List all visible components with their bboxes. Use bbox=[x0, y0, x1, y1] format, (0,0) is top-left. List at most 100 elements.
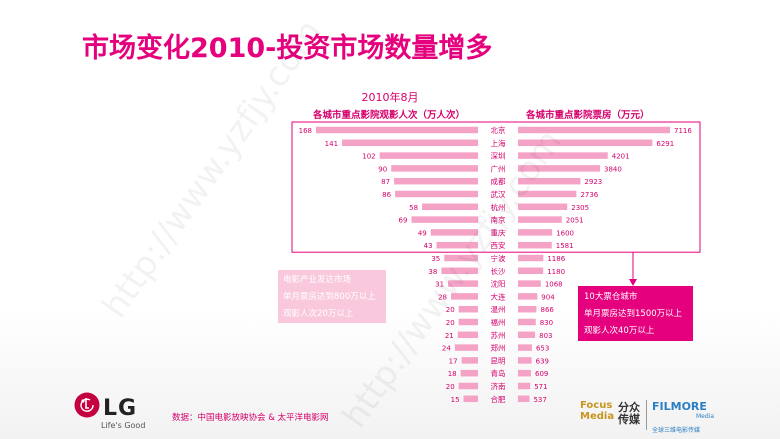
note-line: 观影人次40万以上 bbox=[584, 326, 655, 336]
category-label: 福州 bbox=[491, 318, 506, 327]
right-panel-title: 各城市重点影院票房（万元） bbox=[526, 110, 650, 121]
value-label-box-office: 3840 bbox=[604, 165, 622, 173]
value-label-viewers: 43 bbox=[424, 242, 433, 250]
bar-viewers bbox=[422, 203, 478, 211]
value-label-box-office: 1068 bbox=[545, 281, 563, 289]
bar-viewers bbox=[463, 395, 478, 403]
bar-box-office bbox=[518, 177, 581, 185]
value-label-box-office: 1600 bbox=[556, 229, 574, 237]
note-line: 电影产业发达市场 bbox=[283, 275, 352, 285]
category-label: 广州 bbox=[491, 163, 506, 173]
value-label-viewers: 28 bbox=[438, 293, 447, 301]
bar-box-office bbox=[518, 267, 544, 275]
bar-viewers bbox=[458, 305, 478, 313]
bar-box-office bbox=[518, 126, 670, 134]
value-label-box-office: 4201 bbox=[612, 153, 630, 161]
value-label-viewers: 20 bbox=[446, 306, 455, 314]
category-label: 深圳 bbox=[491, 151, 506, 161]
category-label: 郑州 bbox=[491, 343, 506, 353]
bar-viewers bbox=[458, 382, 478, 390]
note-box-developed-market: 电影产业发达市场 单月票房达到800万以上 观影人次20万以上 bbox=[278, 270, 386, 323]
filmore-chinese: 全球三维电影传媒 bbox=[652, 427, 701, 434]
filmore-wordmark: FILMORE bbox=[652, 400, 707, 413]
bar-box-office bbox=[518, 357, 532, 364]
value-label-box-office: 1180 bbox=[547, 268, 565, 276]
bar-viewers bbox=[441, 267, 478, 275]
bar-box-office bbox=[518, 203, 568, 211]
value-label-viewers: 21 bbox=[445, 332, 454, 340]
category-label: 大连 bbox=[491, 291, 506, 301]
bar-viewers bbox=[448, 280, 478, 287]
value-label-viewers: 17 bbox=[449, 357, 458, 365]
bar-box-office bbox=[518, 369, 532, 377]
bar-box-office bbox=[518, 331, 536, 339]
category-label: 温州 bbox=[491, 305, 506, 314]
value-label-viewers: 58 bbox=[409, 204, 418, 212]
category-label: 杭州 bbox=[491, 202, 506, 212]
bar-viewers bbox=[461, 357, 478, 364]
bar-box-office bbox=[518, 190, 577, 198]
value-label-box-office: 830 bbox=[540, 319, 553, 327]
focus-media-chinese: 分众 传媒 bbox=[618, 401, 640, 426]
bar-box-office bbox=[518, 152, 608, 159]
focus-media-wordmark: Focus Media bbox=[580, 400, 615, 422]
value-label-box-office: 2736 bbox=[580, 191, 598, 199]
bar-box-office bbox=[518, 165, 601, 172]
slide-title: 市场变化2010-投资市场数量增多 bbox=[82, 33, 493, 64]
category-label: 合肥 bbox=[491, 394, 506, 404]
note-line: 观影人次20万以上 bbox=[283, 309, 354, 319]
category-label: 上海 bbox=[491, 138, 506, 148]
bar-viewers bbox=[391, 165, 478, 172]
bar-box-office bbox=[518, 382, 531, 390]
bar-viewers bbox=[460, 369, 478, 377]
bar-viewers bbox=[458, 318, 478, 326]
value-label-box-office: 639 bbox=[536, 357, 549, 365]
value-label-box-office: 2051 bbox=[566, 217, 584, 225]
category-label: 长沙 bbox=[491, 266, 506, 276]
data-source: 数据：中国电影放映协会 & 太平洋电影网 bbox=[172, 413, 329, 423]
chart-title: 2010年8月 bbox=[361, 91, 419, 104]
value-label-viewers: 141 bbox=[325, 140, 338, 148]
bar-viewers bbox=[394, 177, 478, 185]
category-label: 北京 bbox=[491, 125, 506, 135]
value-label-viewers: 87 bbox=[381, 178, 390, 186]
note-line: 10大票仓城市 bbox=[584, 292, 638, 302]
bar-box-office bbox=[518, 241, 552, 249]
value-label-box-office: 653 bbox=[536, 345, 549, 353]
bar-viewers bbox=[411, 216, 478, 223]
value-label-box-office: 2923 bbox=[584, 178, 602, 186]
bar-box-office bbox=[518, 395, 530, 403]
value-label-box-office: 803 bbox=[539, 332, 552, 340]
bar-box-office bbox=[518, 280, 541, 287]
callout-arrow-head bbox=[629, 279, 637, 286]
value-label-viewers: 38 bbox=[428, 268, 437, 276]
value-label-viewers: 168 bbox=[299, 127, 312, 135]
bar-box-office bbox=[518, 318, 536, 326]
value-label-viewers: 20 bbox=[446, 383, 455, 391]
bar-viewers bbox=[316, 126, 478, 134]
value-label-viewers: 49 bbox=[418, 229, 427, 237]
note-line: 单月票房达到1500万以上 bbox=[584, 309, 683, 319]
note-line: 单月票房达到800万以上 bbox=[283, 292, 376, 302]
value-label-viewers: 69 bbox=[399, 217, 408, 225]
note-box-top10-cities: 10大票仓城市 单月票房达到1500万以上 观影人次40万以上 bbox=[578, 286, 693, 341]
filmore-sub: Media bbox=[696, 413, 715, 420]
value-label-box-office: 6291 bbox=[656, 140, 674, 148]
category-label: 苏州 bbox=[491, 330, 506, 340]
bar-box-office bbox=[518, 305, 537, 313]
value-label-box-office: 537 bbox=[533, 396, 546, 404]
value-label-viewers: 35 bbox=[431, 255, 440, 263]
logo-divider bbox=[646, 400, 647, 430]
value-label-viewers: 90 bbox=[378, 165, 387, 173]
left-panel-title: 各城市重点影院观影人次（万人次） bbox=[313, 110, 466, 121]
bar-viewers bbox=[395, 190, 478, 198]
category-label: 济南 bbox=[491, 381, 506, 391]
value-label-viewers: 20 bbox=[446, 319, 455, 327]
bar-viewers bbox=[436, 241, 478, 249]
bar-viewers bbox=[379, 152, 478, 159]
bar-viewers bbox=[444, 254, 478, 262]
value-label-box-office: 866 bbox=[540, 306, 554, 314]
lg-wordmark: LG bbox=[103, 396, 138, 421]
value-label-box-office: 609 bbox=[535, 370, 548, 378]
